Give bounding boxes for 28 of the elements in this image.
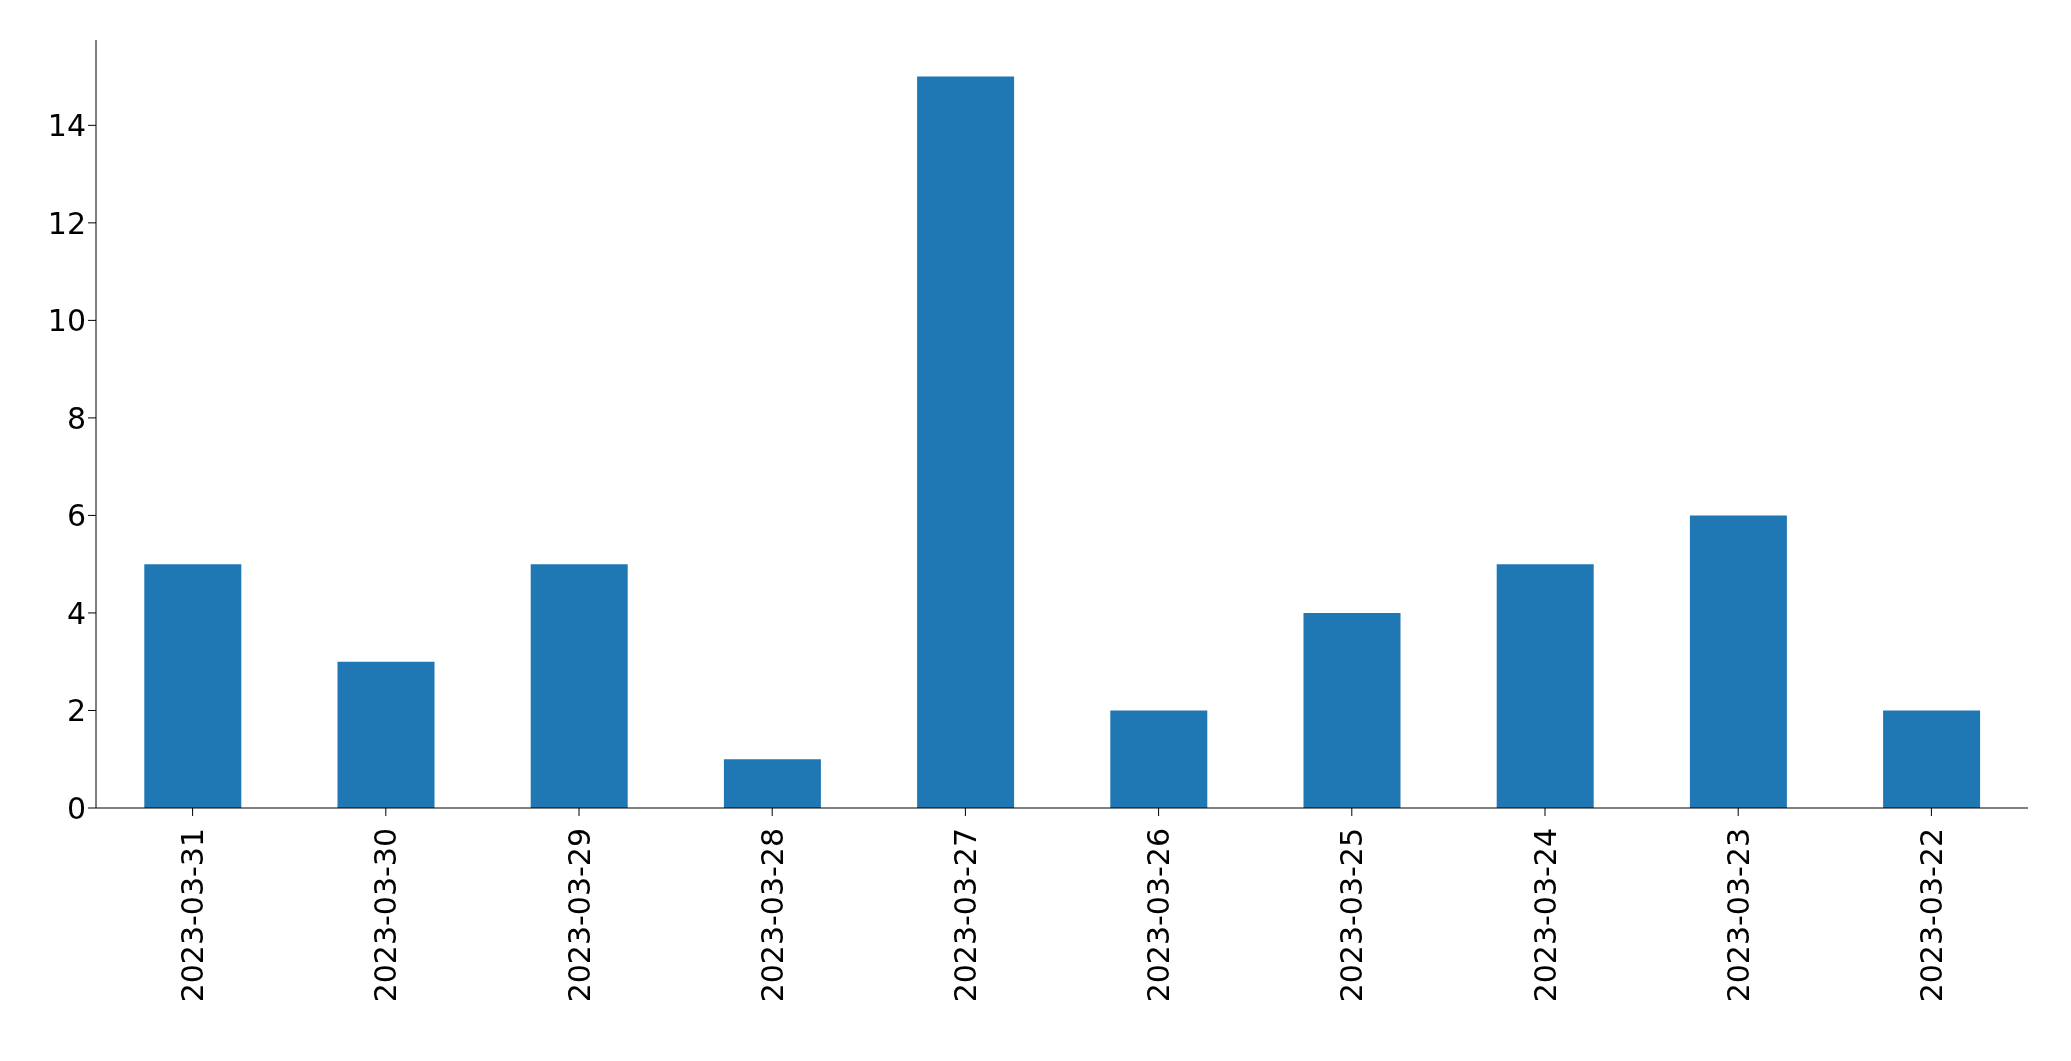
y-tick-label: 6: [66, 498, 86, 534]
x-tick-label: 2023-03-30: [368, 828, 404, 1003]
x-tick-label: 2023-03-28: [754, 828, 790, 1003]
y-tick-label: 2: [66, 693, 86, 729]
x-tick-label: 2023-03-23: [1720, 828, 1756, 1003]
bar: [917, 76, 1015, 808]
bar: [530, 564, 628, 808]
bar: [1883, 710, 1981, 808]
x-tick-label: 2023-03-27: [947, 828, 983, 1003]
x-tick-label: 2023-03-24: [1527, 828, 1563, 1003]
bar: [337, 661, 435, 808]
y-tick-label: 14: [47, 107, 86, 143]
bar: [1110, 710, 1208, 808]
x-tick-label: 2023-03-26: [1141, 828, 1177, 1003]
x-tick-label: 2023-03-22: [1913, 828, 1949, 1003]
y-tick-label: 0: [66, 790, 86, 826]
bar: [1689, 515, 1787, 808]
bar: [1496, 564, 1594, 808]
x-tick-label: 2023-03-25: [1334, 828, 1370, 1003]
y-tick-label: 12: [47, 205, 86, 241]
y-tick-label: 10: [47, 303, 86, 339]
bar: [1303, 612, 1401, 808]
y-tick-label: 4: [66, 595, 86, 631]
y-tick-label: 8: [66, 400, 86, 436]
x-tick-label: 2023-03-31: [175, 828, 211, 1003]
bar: [723, 759, 821, 808]
bar: [144, 564, 242, 808]
x-tick-label: 2023-03-29: [561, 828, 597, 1003]
